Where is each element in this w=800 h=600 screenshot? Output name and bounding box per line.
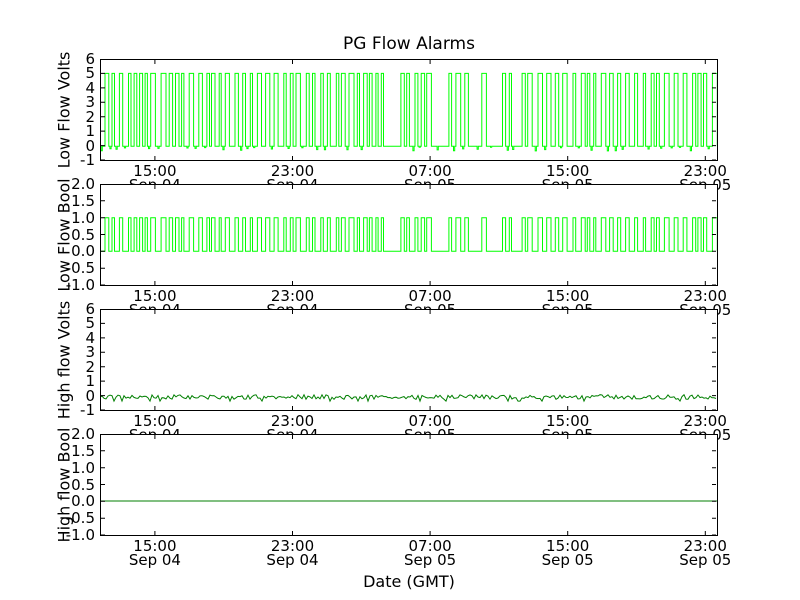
x-tick-time-label: 23:00 [683, 537, 727, 555]
y-tick-label: 4 [85, 328, 95, 347]
x-tick-date-label: Sep 05 [541, 551, 594, 569]
x-axis-title: Date (GMT) [363, 572, 455, 591]
x-tick-time-label: 07:00 [408, 412, 452, 430]
x-tick-time-label: 15:00 [133, 162, 177, 180]
subplot-2-canvas [100, 184, 718, 286]
x-tick-time-label: 15:00 [546, 537, 590, 555]
y-tick-label: 2.0 [71, 175, 95, 193]
y-tick-label: 5 [85, 64, 95, 83]
y-tick-label: 0.0 [71, 492, 95, 511]
axes-frame [100, 434, 718, 536]
x-tick-date-label: Sep 04 [128, 551, 181, 569]
axes-frame [100, 184, 718, 286]
x-tick-date-label: Sep 04 [266, 551, 319, 569]
x-tick-date-label: Sep 05 [404, 551, 457, 569]
y-tick-label: 6 [85, 300, 95, 318]
y-tick-label: 3 [85, 93, 95, 112]
y-tick-label: 1.5 [71, 441, 95, 460]
y-tick-label: 2 [85, 107, 95, 126]
y-tick-label: 0.5 [71, 475, 95, 494]
y-tick-label: 2.0 [71, 425, 95, 443]
x-tick-time-label: 23:00 [270, 287, 315, 305]
axis-ticks [101, 434, 716, 536]
x-tick-time-label: 15:00 [133, 287, 177, 305]
y-tick-label: 5 [85, 314, 95, 333]
plot-background [100, 434, 718, 536]
series-line [100, 217, 718, 252]
x-tick-time-label: 15:00 [546, 162, 590, 180]
x-tick-time-label: 23:00 [683, 412, 727, 430]
axis-ticks [101, 309, 716, 411]
x-tick-time-label: 07:00 [408, 162, 452, 180]
x-tick-time-label: 15:00 [133, 412, 177, 430]
x-tick-date-label: Sep 05 [679, 551, 732, 569]
y-tick-label: -1.0 [65, 276, 95, 294]
chart-title: PG Flow Alarms [343, 34, 475, 54]
axes-frame [100, 309, 718, 411]
subplot-4-canvas [100, 434, 718, 536]
y-tick-label: 4 [85, 78, 95, 97]
y-tick-label: -0.5 [65, 509, 95, 528]
y-tick-label: -1.0 [65, 526, 95, 544]
y-tick-label: 1.5 [71, 191, 95, 210]
y-tick-label: 1 [85, 372, 95, 391]
y-tick-label: 0.0 [71, 242, 95, 261]
y-tick-label: 2 [85, 357, 95, 376]
x-tick-time-label: 23:00 [683, 287, 727, 305]
axis-ticks [101, 184, 716, 286]
y-tick-label: 0.5 [71, 225, 95, 244]
subplot-3-canvas [100, 309, 718, 411]
x-tick-time-label: 23:00 [270, 162, 315, 180]
series-line [100, 393, 717, 403]
x-tick-time-label: 23:00 [270, 537, 315, 555]
y-tick-label: 0 [85, 386, 95, 405]
y-tick-label: -1 [80, 401, 95, 419]
x-tick-time-label: 07:00 [408, 537, 452, 555]
y-tick-label: -0.5 [65, 259, 95, 278]
axis-ticks [101, 59, 716, 161]
y-tick-label: 3 [85, 343, 95, 362]
y-tick-label: 1.0 [71, 208, 95, 227]
series-line [100, 72, 718, 152]
axes-frame [100, 59, 718, 161]
x-tick-time-label: 15:00 [546, 287, 590, 305]
x-tick-time-label: 07:00 [408, 287, 452, 305]
y-tick-label: 1 [85, 122, 95, 141]
y-tick-label: 0 [85, 136, 95, 155]
x-tick-time-label: 23:00 [683, 162, 727, 180]
x-tick-time-label: 15:00 [546, 412, 590, 430]
subplot-1-canvas [100, 59, 718, 161]
y-tick-label: 6 [85, 50, 95, 68]
y-tick-label: 1.0 [71, 458, 95, 477]
x-tick-time-label: 23:00 [270, 412, 315, 430]
x-tick-time-label: 15:00 [133, 537, 177, 555]
plot-background [100, 309, 718, 411]
y-tick-label: -1 [80, 151, 95, 169]
